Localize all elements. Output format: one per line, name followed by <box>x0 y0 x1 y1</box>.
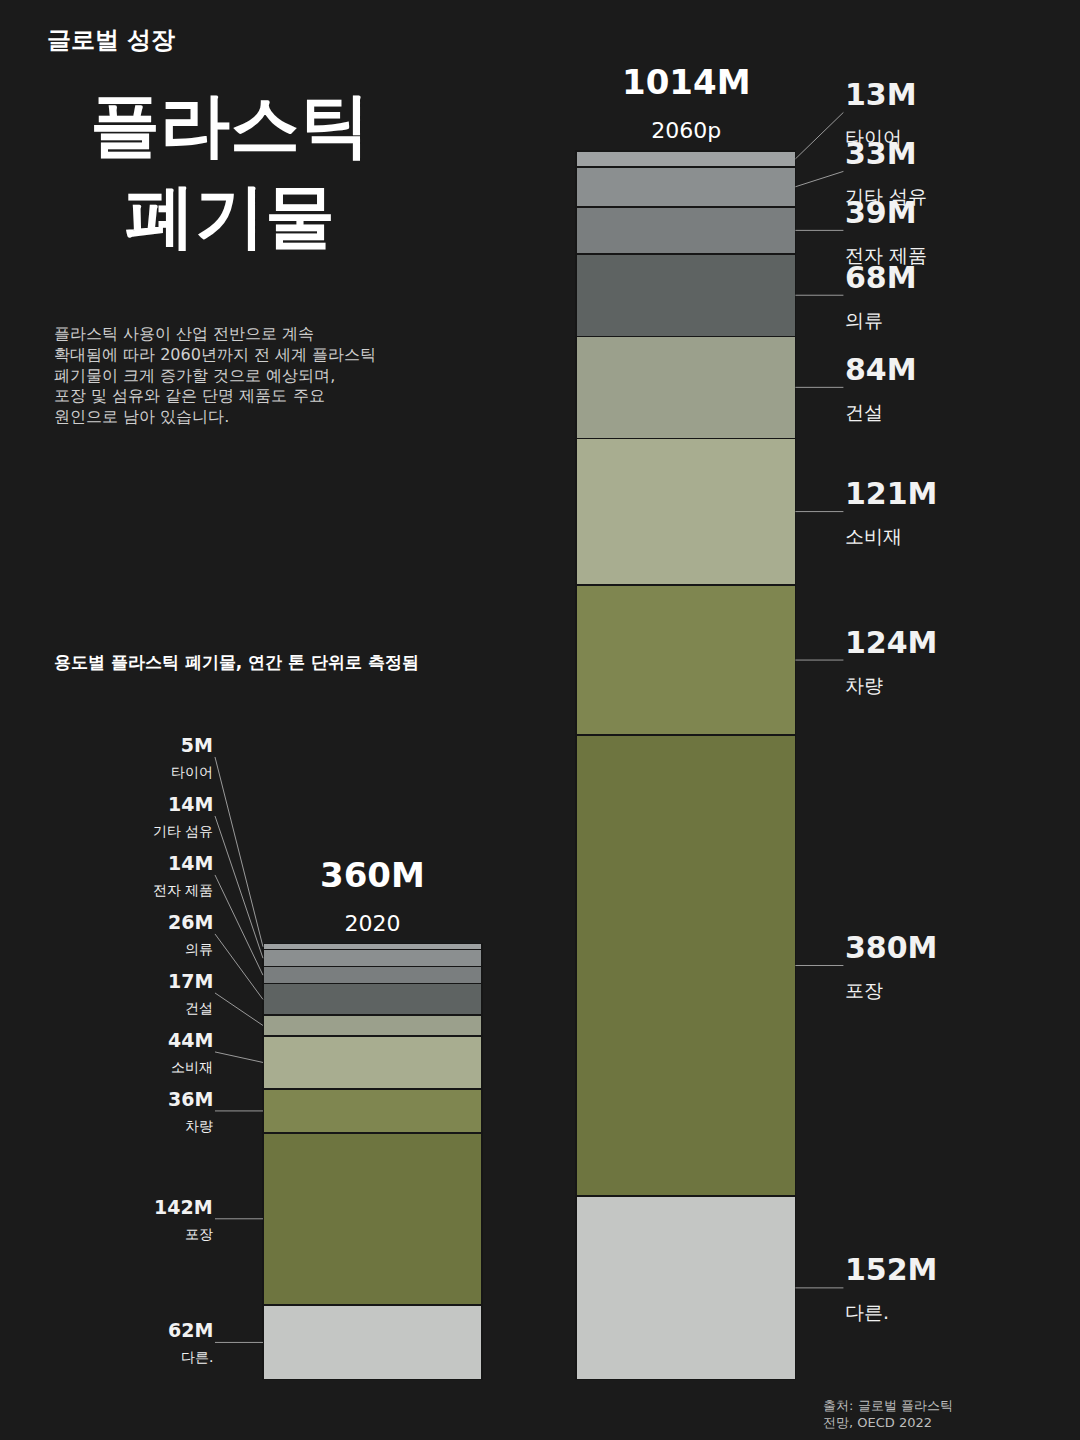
svg-text:33M기타 섬유: 33M기타 섬유 <box>845 136 927 207</box>
svg-text:62M다른.: 62M다른. <box>168 1319 213 1365</box>
svg-text:121M소비재: 121M소비재 <box>845 476 937 547</box>
svg-text:플라스틱 사용이 산업 전반으로 계속확대됨에 따라 206: 플라스틱 사용이 산업 전반으로 계속확대됨에 따라 2060년까지 전 세계 … <box>54 324 376 426</box>
svg-text:용도별 플라스틱 폐기물, 연간 톤 단위로 측정됨: 용도별 플라스틱 폐기물, 연간 톤 단위로 측정됨 <box>54 652 419 672</box>
svg-text:142M포장: 142M포장 <box>154 1196 213 1242</box>
svg-text:68M의류: 68M의류 <box>845 260 917 331</box>
svg-text:출처: 글로벌 플라스틱전망, OECD 2022: 출처: 글로벌 플라스틱전망, OECD 2022 <box>823 1398 953 1430</box>
svg-text:44M소비재: 44M소비재 <box>168 1029 213 1075</box>
svg-text:13M타이어: 13M타이어 <box>845 77 917 148</box>
svg-text:5M타이어: 5M타이어 <box>171 734 213 780</box>
svg-text:124M차량: 124M차량 <box>845 625 937 696</box>
svg-text:360M2020: 360M2020 <box>320 855 425 936</box>
svg-text:플라스틱폐기물: 플라스틱폐기물 <box>90 84 370 257</box>
svg-text:1014M2060p: 1014M2060p <box>622 62 750 143</box>
svg-text:36M차량: 36M차량 <box>168 1088 213 1134</box>
svg-text:26M의류: 26M의류 <box>168 911 213 957</box>
svg-text:17M건설: 17M건설 <box>168 970 213 1016</box>
svg-text:84M건설: 84M건설 <box>845 352 917 423</box>
svg-text:152M다른.: 152M다른. <box>845 1252 937 1323</box>
svg-text:글로벌 성장: 글로벌 성장 <box>47 26 175 54</box>
svg-text:14M전자 제품: 14M전자 제품 <box>153 852 213 898</box>
svg-text:39M전자 제품: 39M전자 제품 <box>845 195 927 266</box>
svg-text:380M포장: 380M포장 <box>845 930 937 1001</box>
svg-text:14M기타 섬유: 14M기타 섬유 <box>153 793 213 839</box>
